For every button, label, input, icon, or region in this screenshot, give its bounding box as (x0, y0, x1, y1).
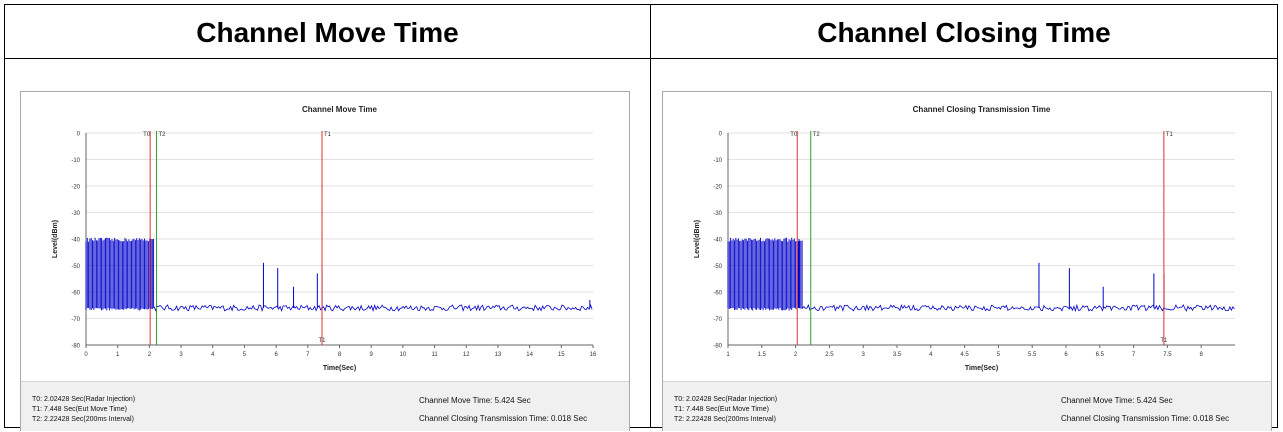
x-tick-label: 12 (463, 352, 470, 358)
x-tick-label: 14 (526, 352, 533, 358)
x-tick-label: 5 (243, 352, 247, 358)
closing-time-results-footer: T0: 2.02428 Sec(Radar Injection) T1: 7.4… (663, 381, 1271, 431)
t1-result: T1: 7.448 Sec(Eut Move Time) (32, 406, 127, 413)
y-tick-label: -60 (713, 291, 722, 297)
x-tick-label: 3 (179, 352, 183, 358)
y-tick-label: -30 (713, 211, 722, 217)
x-tick-label: 2 (148, 352, 152, 358)
header-divider (5, 58, 1277, 59)
x-tick-label: 1 (116, 352, 120, 358)
x-tick-label: 6.5 (1096, 352, 1105, 358)
t1-result: T1: 7.448 Sec(Eut Move Time) (674, 406, 769, 413)
x-tick-label: 6 (274, 352, 278, 358)
y-axis-label: Level(dBm) (694, 220, 701, 258)
x-tick-label: 9 (370, 352, 374, 358)
x-tick-label: 4 (211, 352, 215, 358)
x-tick-label: 6 (1064, 352, 1068, 358)
y-tick-label: -20 (713, 185, 722, 191)
x-tick-label: 10 (400, 352, 407, 358)
x-tick-label: 4 (929, 352, 933, 358)
noise-floor-trace (153, 304, 593, 313)
marker-label-t2: T2 (813, 132, 821, 138)
burst-trace (85, 237, 155, 311)
column-header-move-time: Channel Move Time (196, 17, 459, 48)
x-tick-label: 2 (794, 352, 798, 358)
x-tick-label: 1 (726, 352, 730, 358)
y-tick-label: -80 (713, 344, 722, 350)
marker-label-t1: T1 (1166, 132, 1174, 138)
x-tick-label: 3 (862, 352, 866, 358)
x-tick-label: 5.5 (1028, 352, 1037, 358)
x-tick-label: 8 (338, 352, 342, 358)
x-tick-label: 11 (431, 352, 438, 358)
y-axis-label: Level(dBm) (52, 220, 59, 258)
column-header-closing-time: Channel Closing Time (817, 17, 1111, 48)
marker-bottom-label: T1 (319, 338, 327, 344)
y-tick-label: -20 (71, 185, 80, 191)
t0-result: T0: 2.02428 Sec(Radar Injection) (32, 396, 136, 403)
move-time-chart: Channel Move Time 0 -10 -20 -30 -40 -50 -60 -70 -… (52, 105, 597, 372)
x-tick-label: 8 (1200, 352, 1204, 358)
y-tick-label: -60 (71, 291, 80, 297)
y-tick-label: -70 (713, 317, 722, 323)
y-tick-label: 0 (719, 132, 723, 138)
marker-label-t1: T1 (324, 132, 332, 138)
t2-result: T2: 2.22428 Sec(200ms Interval) (32, 416, 134, 423)
x-tick-label: 3.5 (893, 352, 902, 358)
y-tick-label: -40 (71, 238, 80, 244)
closing-transmission-time-result: Channel Closing Transmission Time: 0.018… (419, 414, 588, 423)
chart-title: Channel Closing Transmission Time (913, 105, 1051, 114)
x-tick-label: 7 (1132, 352, 1136, 358)
t2-result: T2: 2.22428 Sec(200ms Interval) (674, 416, 776, 423)
y-tick-label: -30 (71, 211, 80, 217)
chart-title: Channel Move Time (302, 105, 378, 114)
y-tick-label: -80 (71, 344, 80, 350)
y-tick-label: -50 (713, 264, 722, 270)
y-tick-label: -50 (71, 264, 80, 270)
x-tick-label: 15 (558, 352, 565, 358)
t0-result: T0: 2.02428 Sec(Radar Injection) (674, 396, 778, 403)
burst-trace (727, 237, 803, 311)
x-tick-label: 1.5 (758, 352, 767, 358)
column-divider (650, 5, 651, 427)
noise-floor-trace (802, 303, 1235, 313)
closing-time-chart: Channel Closing Transmission Time 0 -10 -20… (694, 105, 1235, 372)
x-tick-label: 7 (306, 352, 310, 358)
x-tick-label: 13 (495, 352, 502, 358)
x-axis-label: Time(Sec) (965, 365, 998, 372)
x-tick-label: 16 (590, 352, 597, 358)
x-axis-label: Time(Sec) (323, 365, 356, 372)
closing-transmission-time-result: Channel Closing Transmission Time: 0.018… (1061, 414, 1230, 423)
move-time-chart-panel: Channel Move Time 0 -10 -20 -30 -40 -50 -60 -70 -… (20, 91, 630, 431)
move-time-results-footer: T0: 2.02428 Sec(Radar Injection) T1: 7.4… (21, 381, 629, 431)
y-tick-label: -70 (71, 317, 80, 323)
y-tick-label: -40 (713, 238, 722, 244)
closing-time-chart-panel: Channel Closing Transmission Time 0 -10 -20… (662, 91, 1272, 431)
marker-label-t2: T2 (158, 132, 166, 138)
y-tick-label: -10 (71, 158, 80, 164)
channel-move-time-result: Channel Move Time: 5.424 Sec (419, 396, 531, 405)
x-tick-label: 5 (997, 352, 1001, 358)
y-tick-label: -10 (713, 158, 722, 164)
y-tick-label: 0 (77, 132, 81, 138)
channel-move-time-result: Channel Move Time: 5.424 Sec (1061, 396, 1173, 405)
marker-label-t0: T0 (790, 132, 798, 138)
x-tick-label: 4.5 (960, 352, 969, 358)
marker-label-t0: T0 (143, 132, 151, 138)
x-tick-label: 2.5 (825, 352, 834, 358)
x-tick-label: 0 (84, 352, 88, 358)
comparison-table: Channel Move Time Channel Closing Time C… (4, 4, 1278, 431)
marker-bottom-label: T1 (1160, 338, 1168, 344)
x-tick-label: 7.5 (1163, 352, 1172, 358)
